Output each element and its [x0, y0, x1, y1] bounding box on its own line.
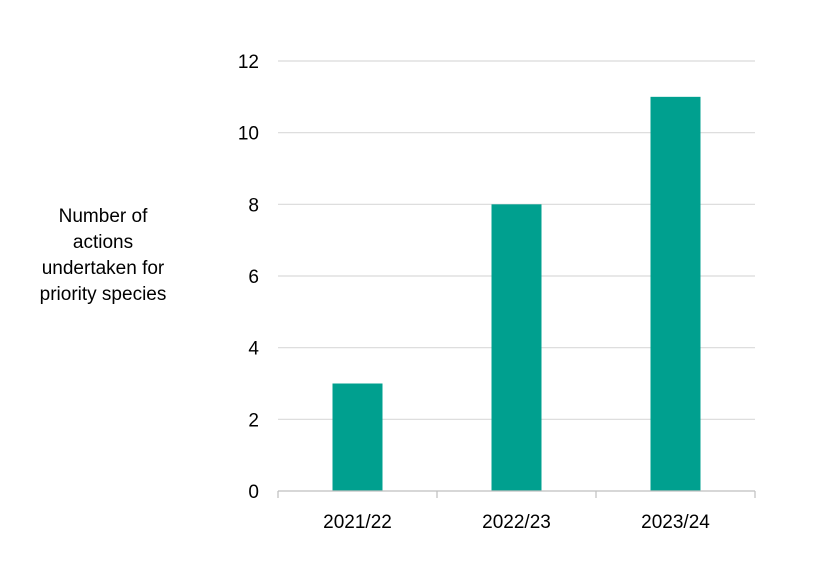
y-tick-label: 8	[248, 195, 259, 216]
bar-2023-24	[650, 96, 701, 491]
y-tick-label: 6	[248, 267, 259, 288]
y-tick-label: 4	[248, 339, 259, 360]
x-tick-label: 2022/23	[482, 512, 551, 533]
x-tick-label: 2021/22	[323, 512, 392, 533]
x-tick-label: 2023/24	[641, 512, 710, 533]
y-tick-label: 10	[238, 124, 259, 145]
x-axis-ticks: 2021/22 2022/23 2023/24	[323, 512, 710, 533]
axes	[277, 490, 756, 498]
y-axis-label: Number of actions undertaken for priority s…	[40, 206, 167, 305]
y-tick-label: 0	[248, 482, 259, 503]
bar-2022-23	[491, 204, 542, 492]
y-tick-label: 12	[238, 52, 259, 73]
y-axis-ticks: 0 2 4 6 8 10 12	[238, 52, 260, 503]
bar-2021-22	[332, 383, 383, 491]
bars	[332, 96, 701, 492]
y-tick-label: 2	[248, 410, 259, 431]
